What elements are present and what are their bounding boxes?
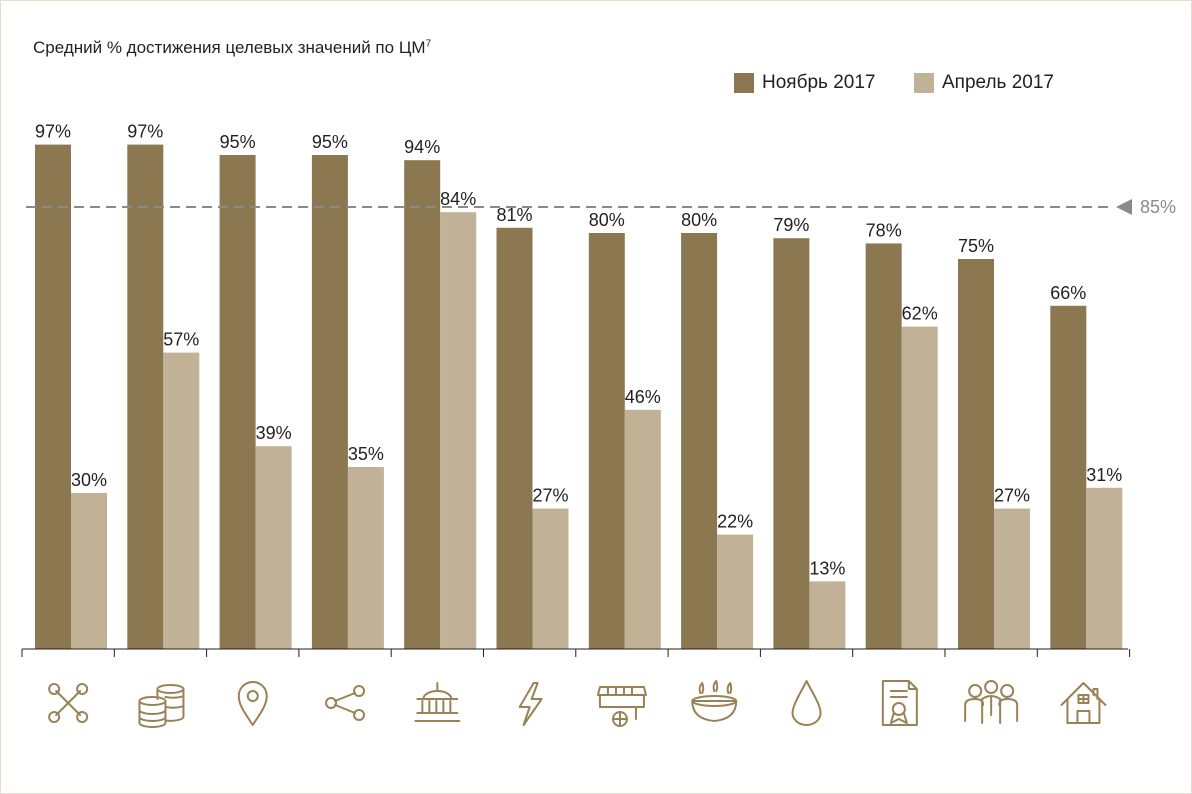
data-label-november: 80% bbox=[589, 210, 625, 230]
bar-group-house: 66% 31% bbox=[1050, 283, 1122, 649]
reference-line-label: 85% bbox=[1140, 197, 1176, 217]
bar-group-people: 75% 27% bbox=[958, 236, 1030, 649]
bar-group-tools: 97% 30% bbox=[35, 122, 107, 649]
reference-line-marker bbox=[1116, 199, 1132, 215]
bar-november bbox=[127, 144, 164, 649]
market-stall-icon bbox=[596, 686, 647, 727]
legend-swatch-november bbox=[734, 73, 754, 93]
bar-november bbox=[588, 233, 625, 649]
data-label-april: 13% bbox=[809, 558, 845, 578]
data-label-april: 27% bbox=[532, 486, 568, 506]
data-label-april: 27% bbox=[994, 486, 1030, 506]
data-label-april: 30% bbox=[71, 470, 107, 490]
lightning-icon bbox=[518, 682, 543, 726]
share-icon bbox=[325, 685, 366, 721]
bar-april bbox=[440, 212, 477, 649]
bar-november bbox=[311, 155, 348, 649]
bar-november bbox=[865, 243, 902, 649]
bar-group-lightning: 81% 27% bbox=[496, 205, 569, 650]
bar-april bbox=[1086, 487, 1123, 649]
bar-april bbox=[347, 467, 384, 649]
data-label-november: 94% bbox=[404, 137, 440, 157]
data-label-april: 46% bbox=[625, 387, 661, 407]
gas-burner-icon bbox=[691, 680, 738, 722]
data-label-november: 79% bbox=[773, 215, 809, 235]
water-drop-icon bbox=[791, 680, 822, 726]
data-label-april: 39% bbox=[256, 423, 292, 443]
bar-april bbox=[532, 508, 569, 649]
bar-april bbox=[71, 493, 107, 649]
chart-title-footnote: 7 bbox=[425, 38, 432, 50]
legend-label-november: Ноябрь 2017 bbox=[762, 72, 876, 93]
data-label-november: 97% bbox=[127, 122, 163, 142]
map-pin-icon bbox=[237, 681, 268, 726]
bar-november bbox=[958, 259, 994, 649]
bar-april bbox=[809, 581, 846, 649]
bar-group-market-stall: 80% 46% bbox=[589, 210, 661, 649]
certificate-icon bbox=[881, 680, 918, 726]
data-label-april: 84% bbox=[440, 189, 476, 209]
legend-swatch-april bbox=[914, 73, 934, 93]
bar-april bbox=[717, 534, 754, 649]
bar-april bbox=[255, 446, 292, 649]
building-icon bbox=[414, 682, 461, 722]
bar-group-map-pin: 95% 39% bbox=[220, 132, 292, 649]
data-label-november: 97% bbox=[35, 122, 71, 142]
data-label-november: 66% bbox=[1050, 283, 1086, 303]
chart-title-text: Средний % достижения целевых значений по… bbox=[33, 38, 426, 57]
bar-group-certificate: 78% 62% bbox=[866, 220, 938, 649]
bar-group-share: 95% 35% bbox=[312, 132, 384, 649]
data-label-november: 75% bbox=[958, 236, 994, 256]
tools-icon bbox=[48, 683, 89, 723]
legend-item-april: Апрель 2017 bbox=[914, 72, 1054, 94]
bar-april bbox=[994, 508, 1030, 649]
bar-april bbox=[624, 409, 661, 649]
house-icon bbox=[1060, 682, 1107, 724]
data-label-november: 95% bbox=[220, 132, 256, 152]
legend-label-april: Апрель 2017 bbox=[942, 72, 1054, 93]
data-label-april: 35% bbox=[348, 444, 384, 464]
bar-group-water-drop: 79% 13% bbox=[773, 215, 845, 649]
data-label-november: 81% bbox=[496, 205, 532, 225]
bar-november bbox=[1050, 305, 1087, 649]
bar-group-building: 94% 84% bbox=[404, 137, 476, 649]
data-label-april: 22% bbox=[717, 512, 753, 532]
bar-november bbox=[219, 155, 256, 649]
data-label-november: 80% bbox=[681, 210, 717, 230]
bar-april bbox=[163, 352, 200, 649]
data-label-november: 95% bbox=[312, 132, 348, 152]
data-label-april: 31% bbox=[1086, 465, 1122, 485]
coins-icon bbox=[138, 684, 185, 728]
bar-november bbox=[496, 227, 533, 650]
bar-november bbox=[681, 233, 718, 649]
people-icon bbox=[964, 680, 1019, 724]
bar-november bbox=[404, 160, 441, 649]
chart-title: Средний % достижения целевых значений по… bbox=[33, 38, 431, 58]
bar-november bbox=[773, 238, 810, 649]
legend-item-november: Ноябрь 2017 bbox=[734, 72, 875, 94]
data-label-april: 62% bbox=[902, 304, 938, 324]
bar-april bbox=[901, 326, 938, 649]
data-label-april: 57% bbox=[163, 330, 199, 350]
bar-november bbox=[35, 144, 71, 649]
bar-group-gas-burner: 80% 22% bbox=[681, 210, 753, 649]
data-label-november: 78% bbox=[866, 220, 902, 240]
bar-group-coins: 97% 57% bbox=[127, 122, 199, 649]
